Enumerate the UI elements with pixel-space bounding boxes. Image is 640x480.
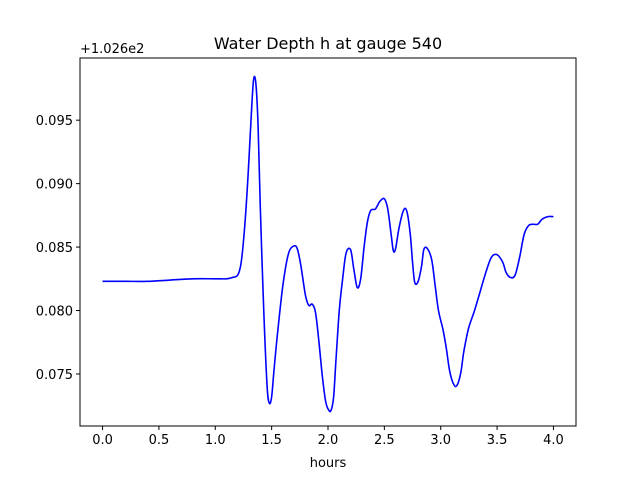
x-tick-label: 1.0 [205, 433, 226, 448]
x-axis-label: hours [310, 456, 347, 471]
x-tick-label: 0.5 [149, 433, 170, 448]
x-tick-label: 3.5 [487, 433, 508, 448]
plot-frame [79, 57, 577, 427]
x-ticks: 0.0 0.5 1.0 1.5 2.0 2.5 3.0 3.5 4.0 [92, 426, 564, 448]
y-tick-label: 0.080 [36, 305, 73, 320]
series-layer [102, 75, 554, 413]
y-tick-label: 0.075 [36, 368, 73, 383]
y-tick-label: 0.090 [36, 178, 73, 193]
y-tick-label: 0.085 [36, 241, 73, 256]
x-tick-label: 2.0 [318, 433, 339, 448]
x-tick-label: 4.0 [543, 433, 564, 448]
chart-title: Water Depth h at gauge 540 [214, 34, 442, 53]
x-tick-label: 2.5 [374, 433, 395, 448]
x-tick-label: 0.0 [92, 433, 113, 448]
y-offset-label: +1.026e2 [80, 42, 144, 57]
series-line [102, 75, 554, 413]
x-tick-label: 3.0 [430, 433, 451, 448]
y-ticks: 0.075 0.080 0.085 0.090 0.095 [36, 114, 80, 383]
x-tick-label: 1.5 [261, 433, 282, 448]
y-tick-label: 0.095 [36, 114, 73, 129]
